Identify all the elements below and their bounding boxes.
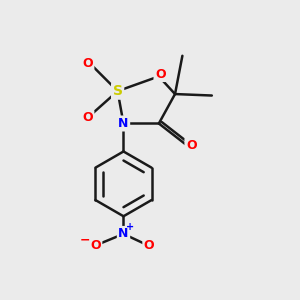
Text: O: O [155, 68, 166, 80]
Text: O: O [82, 57, 93, 70]
Text: O: O [82, 111, 93, 124]
Text: N: N [118, 227, 129, 240]
Text: O: O [186, 139, 196, 152]
Text: +: + [126, 222, 134, 233]
Text: N: N [118, 117, 129, 130]
Text: O: O [90, 239, 101, 252]
Text: −: − [80, 233, 91, 246]
Text: S: S [112, 84, 123, 98]
Text: O: O [144, 239, 154, 252]
